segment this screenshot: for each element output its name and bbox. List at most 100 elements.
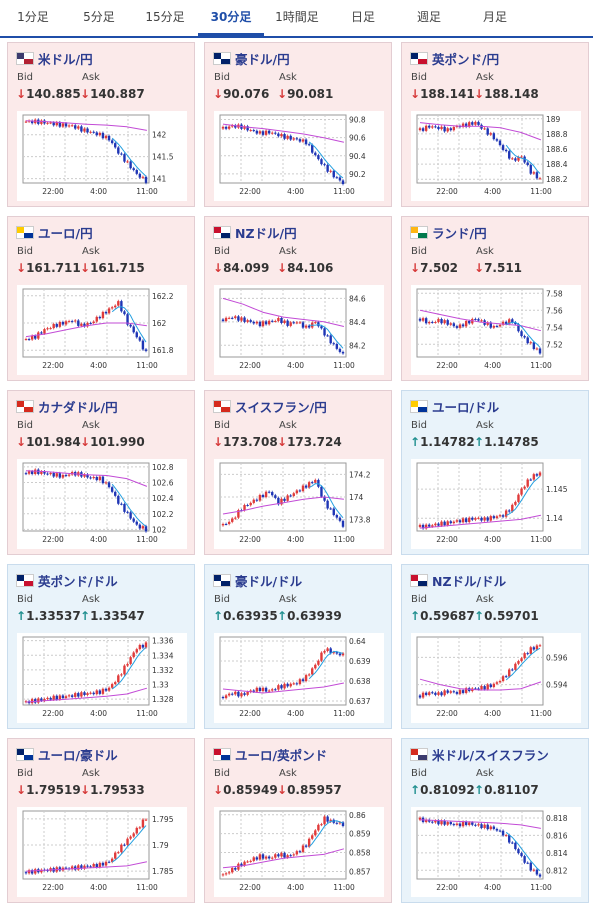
tab-4[interactable]: 1時間足 bbox=[275, 10, 319, 24]
candle-body bbox=[320, 486, 323, 497]
mini-chart[interactable]: 7.58 7.56 7.54 7.52 22:00 4:00 11:00 bbox=[411, 285, 581, 375]
moving-average-short bbox=[505, 475, 541, 516]
mini-chart[interactable]: 1.336 1.334 1.332 1.33 1.328 22:00 4:00 11:00 bbox=[17, 633, 187, 723]
candle-body bbox=[255, 857, 259, 860]
tab-1[interactable]: 5分足 bbox=[83, 10, 115, 24]
x-tick-label: 11:00 bbox=[530, 883, 552, 892]
y-tick-label: 0.594 bbox=[546, 681, 568, 690]
tab-0[interactable]: 1分足 bbox=[17, 10, 49, 24]
bid-label: Bid bbox=[214, 246, 230, 257]
mini-chart[interactable]: 0.818 0.816 0.814 0.812 22:00 4:00 11:00 bbox=[411, 807, 581, 897]
x-tick-label: 11:00 bbox=[530, 535, 552, 544]
candle-body bbox=[280, 685, 283, 689]
candle-body bbox=[335, 652, 339, 654]
candle-body bbox=[126, 511, 129, 513]
candle-body bbox=[304, 845, 308, 847]
mini-chart[interactable]: 142 141.5 141 22:00 4:00 11:00 bbox=[17, 111, 187, 201]
mini-chart[interactable]: 1.145 1.14 22:00 4:00 11:00 bbox=[411, 459, 581, 549]
candle-body bbox=[267, 856, 271, 859]
candle-body bbox=[243, 693, 246, 695]
mini-chart[interactable]: 102.8 102.6 102.4 102.2 102 22:00 4:00 11:00 bbox=[17, 459, 187, 549]
candle-body bbox=[329, 819, 332, 822]
tab-5[interactable]: 日足 bbox=[350, 10, 375, 24]
mini-chart[interactable]: 174.2 174 173.8 22:00 4:00 11:00 bbox=[214, 459, 384, 549]
candle-body bbox=[95, 690, 98, 695]
rate-card[interactable]: ユーロ/円 Bid Ask ↓161.711 ↓161.715 162.2 162 161.8… bbox=[7, 216, 195, 381]
candle-body bbox=[489, 133, 492, 135]
y-tick-label: 174 bbox=[349, 493, 364, 502]
mini-chart[interactable]: 0.64 0.639 0.638 0.637 22:00 4:00 11:00 bbox=[214, 633, 384, 723]
ask-label: Ask bbox=[82, 246, 100, 257]
rate-card[interactable]: カナダドル/円 Bid Ask ↓101.984 ↓101.990 102.8 102.6 1… bbox=[7, 390, 195, 555]
rate-card[interactable]: ユーロ/ドル Bid Ask ↑1.14782 ↑1.14785 1.145 1.14 22:… bbox=[401, 390, 589, 555]
mini-chart[interactable]: 189 188.8 188.6 188.4 188.2 22:00 4:00 11:00 bbox=[411, 111, 581, 201]
tab-2[interactable]: 15分足 bbox=[145, 10, 185, 24]
candle-body bbox=[52, 695, 55, 700]
rate-card[interactable]: ユーロ/豪ドル Bid Ask ↓1.79519 ↓1.79533 1.795 1.79 1.… bbox=[7, 738, 195, 903]
candle-body bbox=[317, 824, 320, 831]
currency-flag-icon bbox=[410, 52, 428, 65]
candle-body bbox=[289, 683, 292, 687]
mini-chart[interactable]: 162.2 162 161.8 22:00 4:00 11:00 bbox=[17, 285, 187, 375]
rate-card[interactable]: 英ポンド/ドル Bid Ask ↑1.33537 ↑1.33547 1.336 1.334 1… bbox=[7, 564, 195, 729]
rate-card[interactable]: NZドル/円 Bid Ask ↓84.099 ↓84.106 84.6 84.4 84.2 22… bbox=[204, 216, 392, 381]
pair-name[interactable]: 米ドル/円 bbox=[38, 52, 93, 67]
pair-name[interactable]: ユーロ/円 bbox=[38, 226, 93, 241]
mini-chart[interactable]: 0.86 0.859 0.858 0.857 22:00 4:00 11:00 bbox=[214, 807, 384, 897]
mini-chart[interactable]: 0.596 0.594 22:00 4:00 11:00 bbox=[411, 633, 581, 723]
rate-card[interactable]: 豪ドル/ドル Bid Ask ↑0.63935 ↑0.63939 0.64 0.639 0.6… bbox=[204, 564, 392, 729]
candle-body bbox=[292, 322, 295, 324]
y-tick-label: 90.8 bbox=[349, 116, 366, 125]
pair-name[interactable]: 豪ドル/円 bbox=[235, 52, 290, 67]
rate-card[interactable]: 米ドル/円 Bid Ask ↓140.885 ↓140.887 142 141.5 141 22… bbox=[7, 42, 195, 207]
rate-card[interactable]: スイスフラン/円 Bid Ask ↓173.708 ↓173.724 174.2 174 17… bbox=[204, 390, 392, 555]
pair-name[interactable]: NZドル/ドル bbox=[432, 574, 507, 589]
candle-body bbox=[221, 523, 225, 526]
pair-name[interactable]: スイスフラン/円 bbox=[235, 400, 327, 415]
pair-name[interactable]: ユーロ/英ポンド bbox=[235, 748, 328, 763]
rate-card[interactable]: 英ポンド/円 Bid Ask ↓188.141 ↓188.148 189 188.8 188.… bbox=[401, 42, 589, 207]
tab-3[interactable]: 30分足 bbox=[198, 0, 264, 36]
bid-value: ↓7.502 bbox=[410, 261, 459, 275]
candle-body bbox=[132, 518, 135, 522]
candle-body bbox=[224, 317, 228, 322]
candle-body bbox=[80, 323, 83, 326]
pair-name[interactable]: ユーロ/ドル bbox=[432, 400, 500, 415]
candle-body bbox=[141, 819, 145, 828]
candle-body bbox=[286, 855, 289, 858]
mini-chart[interactable]: 90.8 90.6 90.4 90.2 22:00 4:00 11:00 bbox=[214, 111, 384, 201]
mini-chart[interactable]: 84.6 84.4 84.2 22:00 4:00 11:00 bbox=[214, 285, 384, 375]
rate-card[interactable]: 豪ドル/円 Bid Ask ↓90.076 ↓90.081 90.8 90.6 90.4 90.… bbox=[204, 42, 392, 207]
moving-average-long bbox=[25, 470, 148, 487]
candle-body bbox=[431, 321, 434, 323]
candle-body bbox=[135, 521, 138, 525]
pair-name[interactable]: カナダドル/円 bbox=[38, 400, 118, 415]
candle-body bbox=[138, 173, 142, 178]
candle-body bbox=[83, 323, 86, 327]
candle-body bbox=[43, 471, 46, 474]
pair-name[interactable]: 米ドル/スイスフラン bbox=[432, 748, 549, 763]
rate-card[interactable]: ユーロ/英ポンド Bid Ask ↓0.85949 ↓0.85957 0.86 0.859 0… bbox=[204, 738, 392, 903]
rate-card[interactable]: 米ドル/スイスフラン Bid Ask ↑0.81092 ↑0.81107 0.818 0.8… bbox=[401, 738, 589, 903]
candle-body bbox=[77, 126, 80, 129]
pair-name[interactable]: NZドル/円 bbox=[235, 226, 297, 241]
candle-body bbox=[532, 474, 536, 480]
candle-body bbox=[480, 517, 483, 521]
candle-body bbox=[74, 693, 77, 697]
candle-body bbox=[489, 684, 492, 688]
rate-card[interactable]: NZドル/ドル Bid Ask ↑0.59687 ↑0.59701 0.596 0.594 2… bbox=[401, 564, 589, 729]
candle-body bbox=[283, 683, 286, 689]
pair-name[interactable]: 豪ドル/ドル bbox=[235, 574, 303, 589]
mini-chart[interactable]: 1.795 1.79 1.785 22:00 4:00 11:00 bbox=[17, 807, 187, 897]
candle-body bbox=[74, 320, 77, 322]
candle-body bbox=[452, 323, 456, 327]
pair-name[interactable]: ユーロ/豪ドル bbox=[38, 748, 118, 763]
ask-label: Ask bbox=[82, 594, 100, 605]
pair-name[interactable]: ランド/円 bbox=[432, 226, 487, 241]
candle-body bbox=[295, 490, 299, 494]
tab-6[interactable]: 週足 bbox=[416, 10, 441, 24]
rate-card[interactable]: ランド/円 Bid Ask ↓7.502 ↓7.511 7.58 7.56 7.54 7.52 2… bbox=[401, 216, 589, 381]
tab-7[interactable]: 月足 bbox=[482, 10, 507, 24]
pair-name[interactable]: 英ポンド/円 bbox=[432, 52, 500, 67]
pair-name[interactable]: 英ポンド/ドル bbox=[38, 574, 118, 589]
